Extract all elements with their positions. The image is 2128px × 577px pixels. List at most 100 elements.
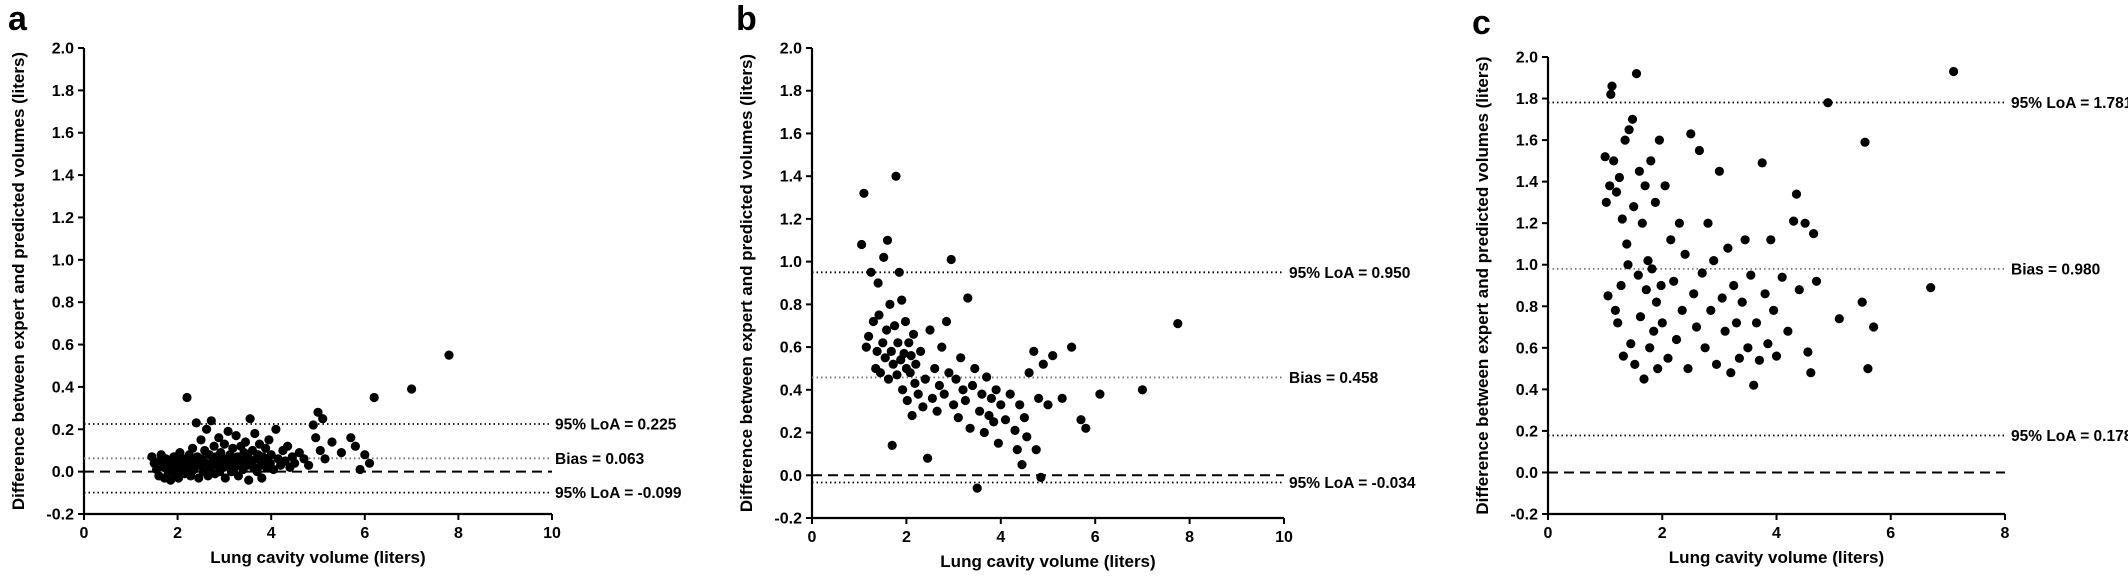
chart-panel-b: b -0.2 0.0 0.2 0.4 0.6 0.8 1.0 1.2 1.4 1.6 1.8 2.0 0 2… bbox=[736, 0, 1416, 571]
y-tick-label: -0.2 bbox=[46, 507, 74, 524]
data-point bbox=[873, 278, 883, 288]
y-tick-label: 0.2 bbox=[52, 422, 74, 439]
data-point bbox=[1949, 66, 1959, 77]
data-point bbox=[937, 342, 947, 352]
data-point bbox=[861, 342, 871, 352]
data-point bbox=[1095, 389, 1105, 399]
x-tick-label: 2 bbox=[902, 529, 911, 546]
data-point bbox=[264, 435, 274, 445]
data-point bbox=[1734, 353, 1744, 363]
data-point bbox=[864, 331, 874, 341]
data-point bbox=[891, 171, 901, 181]
data-point bbox=[991, 385, 1001, 395]
data-point bbox=[1651, 297, 1662, 307]
x-tick-label: 6 bbox=[1886, 525, 1895, 542]
x-tick-label: 2 bbox=[173, 525, 182, 542]
data-point bbox=[266, 450, 276, 460]
data-point bbox=[975, 406, 985, 416]
data-point bbox=[951, 374, 961, 384]
data-point bbox=[1811, 276, 1822, 286]
data-point bbox=[271, 424, 281, 434]
x-tick-label: 0 bbox=[808, 529, 817, 546]
data-point bbox=[874, 310, 884, 320]
data-point bbox=[182, 392, 192, 403]
x-tick-label: 2 bbox=[1658, 525, 1667, 542]
y-axis-title: Difference between expert and predicted … bbox=[9, 52, 28, 510]
data-point bbox=[1766, 235, 1776, 245]
data-point bbox=[1754, 355, 1764, 365]
data-point bbox=[1000, 415, 1011, 425]
y-tick-label: 1.6 bbox=[1516, 133, 1538, 150]
data-point bbox=[1620, 135, 1630, 145]
data-point bbox=[894, 267, 904, 277]
data-point bbox=[1726, 368, 1736, 378]
data-point bbox=[963, 293, 973, 303]
y-tick-label: 1.2 bbox=[1516, 216, 1538, 233]
data-point bbox=[956, 353, 966, 363]
data-point bbox=[930, 363, 940, 374]
data-point bbox=[320, 454, 330, 464]
data-point bbox=[294, 448, 304, 458]
data-point bbox=[905, 368, 915, 378]
x-tick-label: 0 bbox=[1544, 525, 1553, 542]
data-point bbox=[923, 453, 933, 463]
data-point bbox=[223, 426, 233, 436]
data-point bbox=[1630, 359, 1640, 369]
y-tick-label: 0.2 bbox=[1516, 423, 1538, 440]
data-point bbox=[315, 445, 325, 456]
data-point bbox=[1740, 235, 1750, 245]
data-point bbox=[1860, 137, 1870, 147]
data-point bbox=[1029, 346, 1039, 356]
data-point bbox=[878, 338, 888, 348]
data-point bbox=[268, 464, 279, 475]
data-point bbox=[906, 351, 916, 361]
y-tick-label: 1.4 bbox=[52, 168, 74, 185]
y-tick-label: 1.4 bbox=[780, 169, 802, 186]
x-tick-label: 10 bbox=[543, 525, 561, 542]
data-point bbox=[1869, 322, 1879, 332]
x-tick-label: 4 bbox=[996, 529, 1005, 546]
data-point bbox=[1639, 374, 1649, 384]
data-point bbox=[203, 471, 213, 481]
data-point bbox=[1663, 353, 1673, 363]
data-point bbox=[872, 346, 882, 356]
x-tick-label: 8 bbox=[2001, 525, 2010, 542]
y-tick-label: 1.2 bbox=[52, 210, 74, 227]
data-point bbox=[1022, 432, 1032, 442]
data-point bbox=[946, 254, 956, 265]
data-point bbox=[1671, 334, 1682, 345]
data-point bbox=[1700, 343, 1710, 353]
x-tick-label: 6 bbox=[360, 525, 369, 542]
data-point bbox=[202, 424, 212, 434]
data-point bbox=[350, 441, 360, 451]
y-tick-label: 0.8 bbox=[1516, 299, 1538, 316]
y-tick-label: -0.2 bbox=[1510, 507, 1538, 524]
data-point bbox=[1686, 129, 1696, 139]
y-tick-label: 0.0 bbox=[1516, 465, 1538, 482]
y-tick-label: 1.8 bbox=[52, 83, 74, 100]
data-point bbox=[1657, 318, 1667, 328]
data-point bbox=[866, 267, 876, 277]
data-point bbox=[327, 437, 337, 447]
data-point bbox=[233, 471, 243, 481]
chart-panel-a: a -0.2 0.0 0.2 0.4 0.6 0.8 1.0 1.2 1.4 1.6 1.8 2.0 0 2… bbox=[8, 0, 682, 567]
data-point bbox=[1706, 305, 1716, 315]
loa-label: 95% LoA = 0.178 bbox=[2011, 428, 2128, 445]
x-tick-label: 4 bbox=[267, 525, 276, 542]
x-axis-title: Lung cavity volume (liters) bbox=[210, 548, 425, 567]
data-point bbox=[887, 440, 897, 450]
data-point bbox=[885, 299, 895, 309]
y-tick-label: 0.6 bbox=[52, 337, 74, 354]
data-point bbox=[1703, 218, 1713, 228]
data-point bbox=[299, 454, 309, 464]
data-point bbox=[913, 389, 923, 399]
y-tick-label: 1.2 bbox=[780, 211, 802, 228]
y-tick-label: 0.4 bbox=[1516, 382, 1538, 399]
data-point bbox=[1791, 189, 1802, 199]
data-point bbox=[996, 400, 1006, 410]
data-point bbox=[918, 402, 928, 412]
y-tick-label: 1.0 bbox=[52, 252, 74, 269]
data-point bbox=[1627, 114, 1638, 124]
data-point bbox=[250, 428, 260, 439]
loa-label: 95% LoA = 1.781 bbox=[2011, 95, 2128, 112]
